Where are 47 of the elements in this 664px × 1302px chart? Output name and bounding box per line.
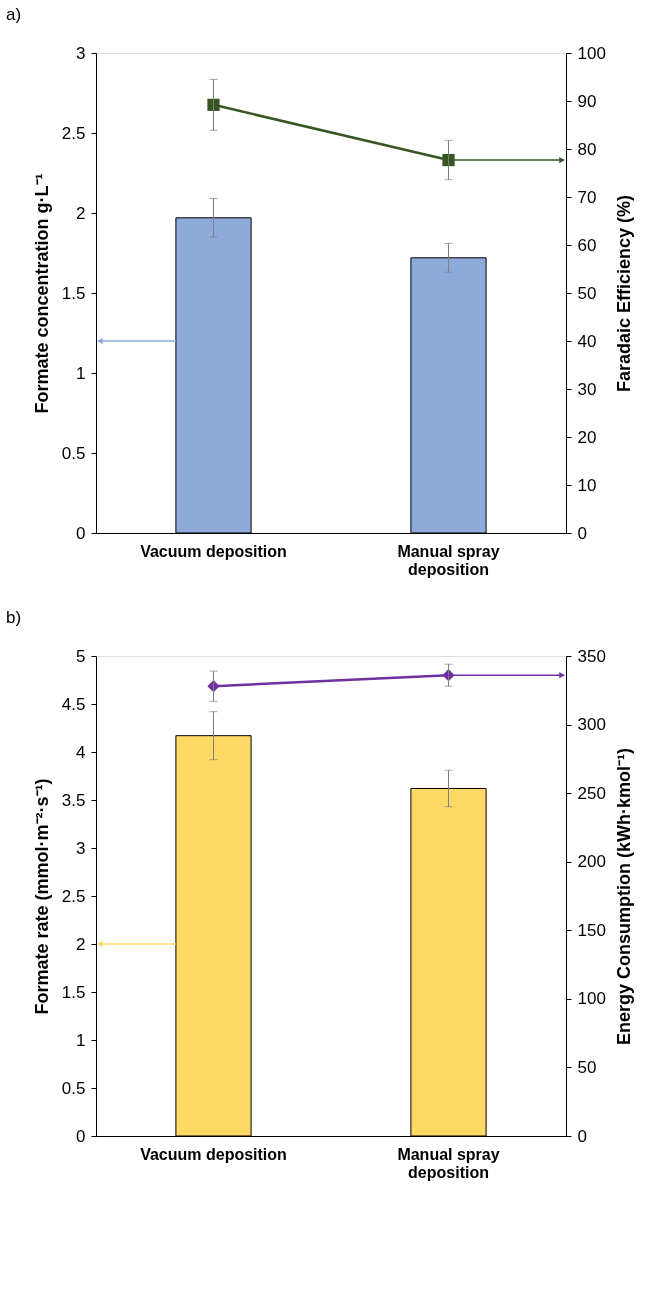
- y2-tick-label: 350: [577, 646, 606, 666]
- y2-tick-label: 100: [577, 989, 606, 1009]
- y2-tick-label: 80: [577, 139, 597, 159]
- y-tick-label: 1.5: [61, 982, 86, 1002]
- y2-tick-label: 90: [577, 91, 597, 111]
- x-tick-label: Manual spray deposition: [397, 1145, 500, 1181]
- y-tick-label: 0: [76, 523, 86, 543]
- chart-title: b): [6, 608, 22, 627]
- y-tick-label: 1: [76, 363, 86, 383]
- y2-tick-label: 0: [577, 1126, 587, 1146]
- y2-tick-label: 10: [577, 475, 597, 495]
- y-tick-label: 2.5: [61, 886, 86, 906]
- y2-tick-label: 60: [577, 235, 597, 255]
- chart-title: a): [6, 5, 22, 24]
- y-tick-label: 2: [76, 934, 86, 954]
- y-tick-label: 3: [76, 43, 86, 63]
- y2-tick-label: 200: [577, 852, 606, 872]
- y2-tick-label: 50: [577, 283, 597, 303]
- y2-tick-label: 300: [577, 715, 606, 735]
- y2-axis-title: Energy Consumption (kWh·kmol⁻¹): [613, 748, 634, 1045]
- y-tick-label: 0.5: [61, 443, 86, 463]
- y2-tick-label: 70: [577, 187, 597, 207]
- y2-tick-label: 30: [577, 379, 597, 399]
- x-tick-label: Vacuum deposition: [140, 1145, 287, 1163]
- y2-tick-label: 0: [577, 523, 587, 543]
- y2-tick-label: 20: [577, 427, 597, 447]
- y-tick-label: 0: [76, 1126, 86, 1146]
- x-tick-label: Vacuum deposition: [140, 542, 287, 560]
- y-tick-label: 2: [76, 203, 86, 223]
- y2-tick-label: 150: [577, 920, 606, 940]
- y-tick-label: 0.5: [61, 1078, 86, 1098]
- y-axis-title: Formate rate (mmol·m⁻²·s⁻¹): [31, 778, 52, 1015]
- y2-axis-title: Faradaic Efficiency (%): [613, 194, 634, 393]
- y2-tick-label: 250: [577, 783, 606, 803]
- y-axis-title: Formate concentration g·L⁻¹: [31, 173, 52, 414]
- y-tick-label: 5: [76, 646, 86, 666]
- y2-tick-label: 40: [577, 331, 597, 351]
- y-tick-label: 2.5: [61, 123, 86, 143]
- y-tick-label: 1.5: [61, 283, 86, 303]
- y-tick-label: 3: [76, 838, 86, 858]
- y-tick-label: 4.5: [61, 694, 86, 714]
- x-tick-label: Manual spray deposition: [397, 542, 500, 578]
- y-tick-label: 1: [76, 1030, 86, 1050]
- y2-tick-label: 100: [577, 43, 606, 63]
- y2-tick-label: 50: [577, 1057, 597, 1077]
- y-tick-label: 3.5: [61, 790, 86, 810]
- y-tick-label: 4: [76, 742, 86, 762]
